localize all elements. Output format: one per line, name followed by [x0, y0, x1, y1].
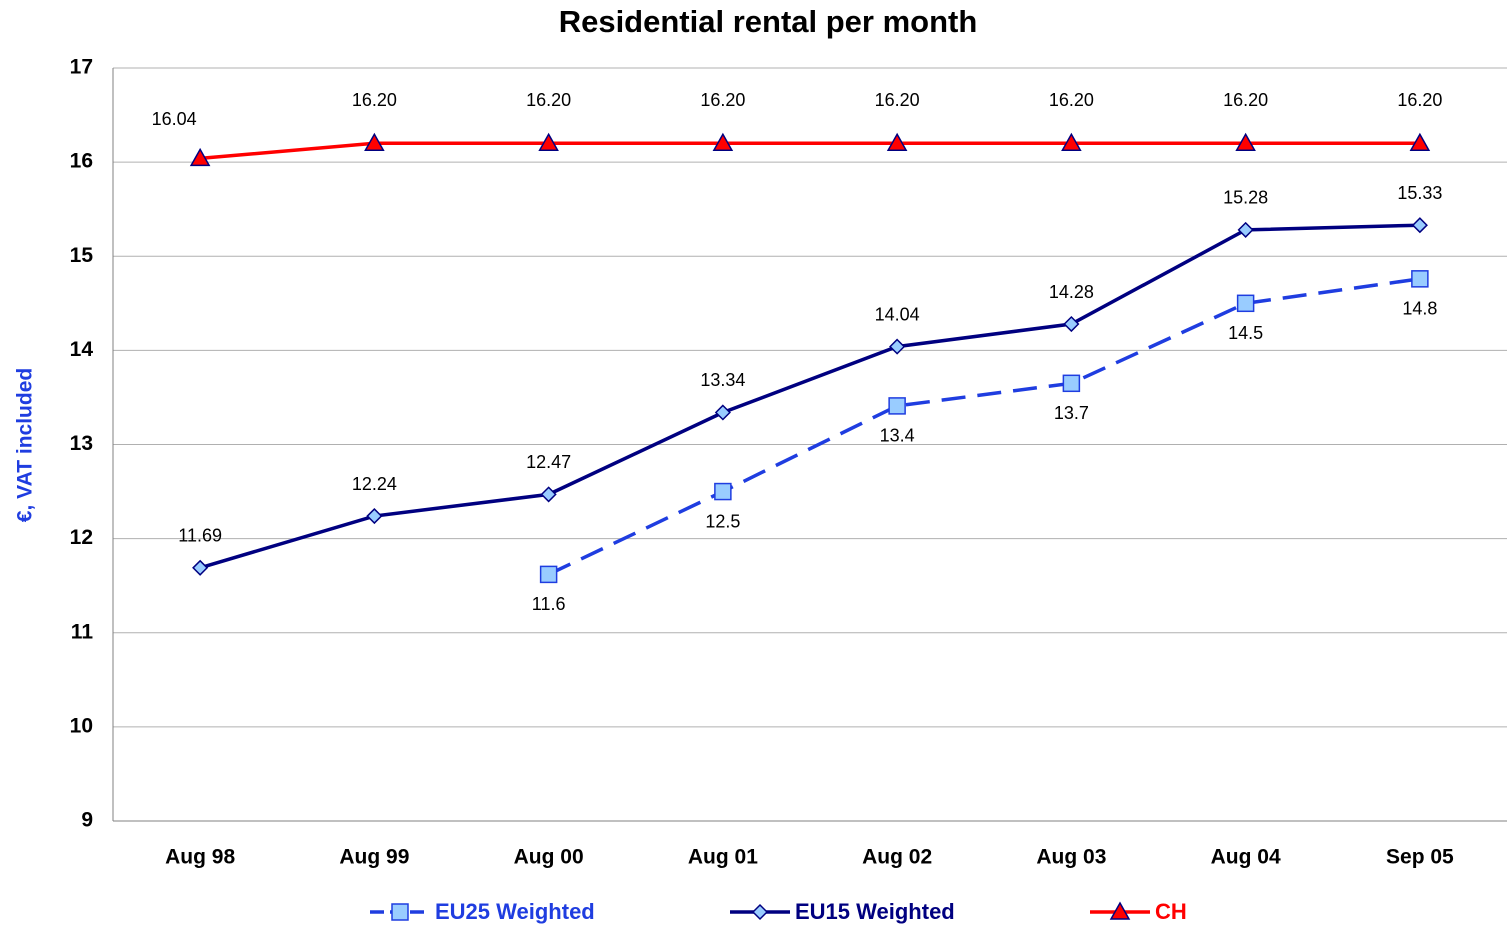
- legend-label: EU25 Weighted: [435, 899, 595, 924]
- x-tick-label: Aug 98: [165, 846, 235, 869]
- marker: [1236, 294, 1255, 313]
- x-tick-label: Aug 01: [688, 846, 758, 869]
- data-label: 16.20: [526, 90, 571, 110]
- data-label: 13.7: [1054, 403, 1089, 423]
- data-label: 15.33: [1397, 183, 1442, 203]
- data-label: 14.8: [1402, 299, 1437, 319]
- marker: [1411, 270, 1429, 288]
- y-tick-label: 15: [70, 244, 94, 267]
- legend-marker: [751, 903, 769, 921]
- legend-marker: [391, 903, 409, 921]
- chart-title: Residential rental per month: [559, 4, 978, 39]
- x-tick-label: Aug 99: [339, 846, 409, 869]
- data-label: 16.04: [152, 109, 197, 129]
- x-tick-label: Aug 00: [514, 846, 584, 869]
- y-tick-label: 13: [70, 432, 93, 455]
- marker: [364, 132, 385, 152]
- data-label: 14.28: [1049, 282, 1094, 302]
- data-label: 16.20: [1223, 90, 1268, 110]
- marker: [714, 404, 731, 421]
- data-label: 16.20: [352, 90, 397, 110]
- marker: [1237, 221, 1254, 238]
- y-tick-label: 11: [71, 620, 94, 643]
- marker: [886, 132, 908, 152]
- legend-label: EU15 Weighted: [795, 899, 955, 924]
- marker: [539, 565, 558, 584]
- series-line: [199, 223, 1420, 570]
- marker: [366, 507, 383, 525]
- y-axis-label: €, VAT included: [14, 368, 37, 522]
- marker: [1411, 217, 1428, 234]
- marker: [192, 559, 209, 576]
- data-label: 16.20: [1049, 90, 1094, 110]
- y-tick-label: 10: [70, 714, 93, 737]
- series-line: [199, 141, 1420, 161]
- marker: [888, 397, 906, 415]
- marker: [712, 132, 734, 152]
- data-label: 12.5: [705, 511, 740, 531]
- x-tick-label: Aug 04: [1211, 846, 1281, 869]
- y-tick-label: 16: [70, 150, 93, 173]
- y-tick-label: 9: [81, 809, 93, 832]
- x-tick-label: Aug 03: [1036, 846, 1106, 869]
- marker: [189, 147, 211, 167]
- data-label: 13.34: [700, 370, 745, 390]
- data-label: 12.47: [526, 452, 571, 472]
- x-tick-label: Aug 02: [862, 846, 932, 869]
- data-label: 16.20: [875, 90, 920, 110]
- data-label: 12.24: [352, 474, 397, 494]
- marker: [538, 132, 559, 152]
- series-line: [547, 277, 1421, 576]
- data-label: 11.69: [178, 526, 222, 546]
- y-tick-label: 17: [70, 56, 93, 79]
- y-tick-label: 12: [70, 526, 93, 549]
- data-label: 15.28: [1223, 188, 1268, 208]
- data-label: 11.6: [532, 594, 566, 614]
- data-label: 14.5: [1228, 323, 1263, 343]
- legend-label: CH: [1155, 899, 1187, 924]
- legend-marker: [1109, 901, 1131, 920]
- data-label: 14.04: [875, 304, 920, 324]
- marker: [1062, 374, 1081, 393]
- x-tick-label: Sep 05: [1386, 846, 1454, 869]
- data-label: 16.20: [1397, 90, 1442, 110]
- marker: [1409, 132, 1431, 152]
- marker: [540, 486, 557, 503]
- marker: [1061, 132, 1082, 152]
- y-tick-label: 14: [70, 338, 94, 361]
- marker: [714, 482, 732, 501]
- marker: [1235, 132, 1256, 152]
- marker: [1063, 315, 1080, 333]
- data-label: 16.20: [700, 90, 745, 110]
- marker: [889, 338, 906, 355]
- data-label: 13.4: [880, 426, 915, 446]
